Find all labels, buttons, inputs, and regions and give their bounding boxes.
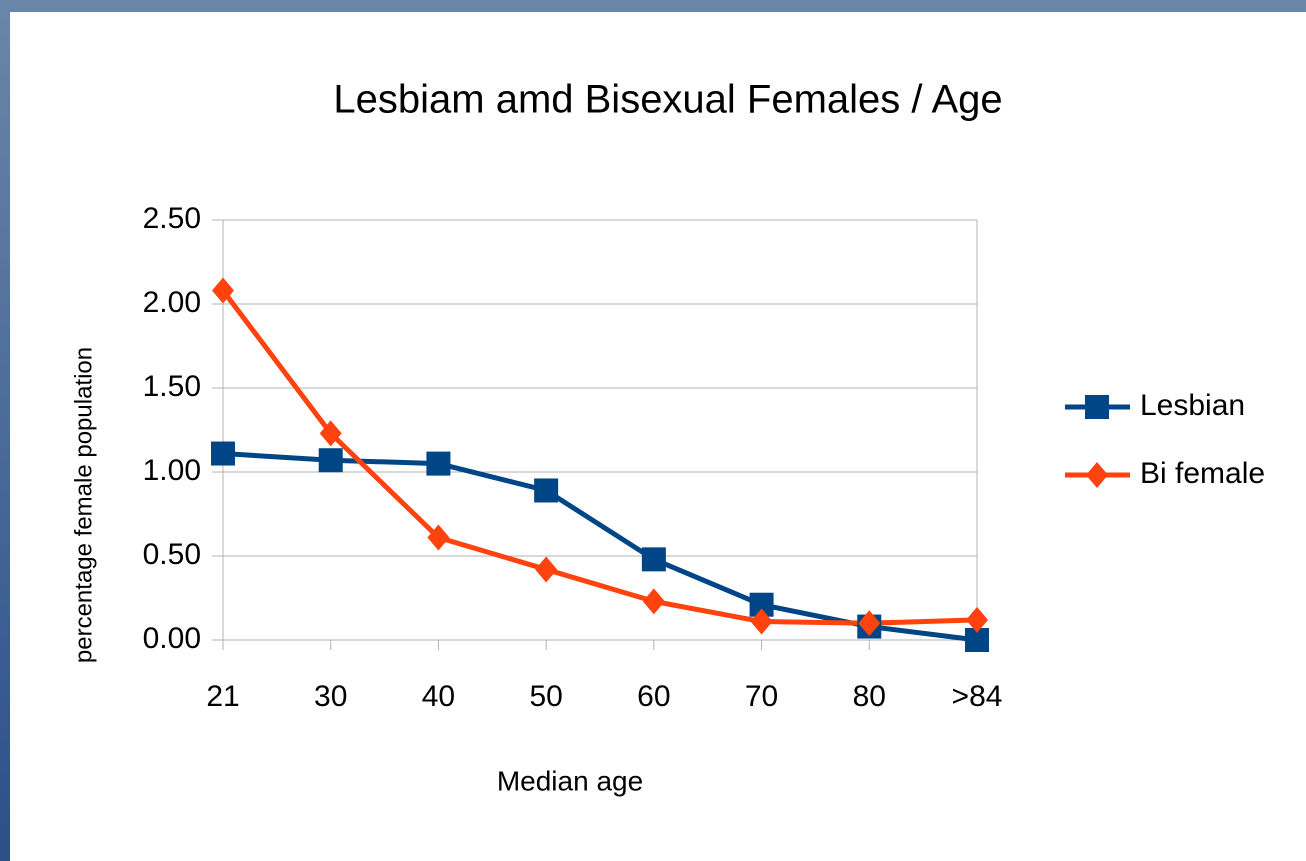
- data-point: [641, 547, 666, 572]
- data-point: [212, 277, 234, 304]
- data-point: [211, 441, 235, 466]
- data-point: [318, 448, 343, 473]
- x-axis-title: Median age: [497, 765, 643, 796]
- data-point: [427, 524, 450, 551]
- data-point: [426, 451, 451, 476]
- chart-title: Lesbiam amd Bisexual Females / Age: [333, 78, 1002, 122]
- x-tick-label: 60: [637, 680, 670, 713]
- x-tick-label: 80: [853, 680, 886, 713]
- x-tick-label: 30: [314, 680, 347, 713]
- series-line: [221, 289, 978, 626]
- legend-marker: [1086, 462, 1108, 488]
- legend-label: Lesbian: [1140, 389, 1245, 422]
- y-axis-title: percentage female population: [70, 347, 97, 663]
- data-point: [642, 588, 665, 615]
- data-point: [966, 606, 988, 633]
- y-tick-label: 0.50: [143, 538, 201, 571]
- x-tick-label: >84: [952, 680, 1003, 713]
- legend-label: Bi female: [1140, 457, 1265, 490]
- x-tick-label: 50: [529, 680, 562, 713]
- x-tick-label: 70: [745, 680, 778, 713]
- data-point: [750, 608, 773, 635]
- legend-marker: [1085, 395, 1109, 419]
- x-tick-label: 21: [206, 680, 239, 713]
- data-point: [858, 610, 881, 637]
- data-point: [319, 420, 342, 447]
- y-tick-label: 1.50: [143, 370, 201, 403]
- data-point: [535, 556, 558, 583]
- x-tick-label: 40: [422, 680, 455, 713]
- y-tick-label: 2.00: [143, 286, 201, 319]
- chart-background: [10, 12, 1306, 861]
- y-tick-label: 2.50: [143, 202, 201, 235]
- data-point: [534, 478, 559, 503]
- y-tick-label: 1.00: [143, 454, 201, 487]
- y-tick-label: 0.00: [143, 622, 201, 655]
